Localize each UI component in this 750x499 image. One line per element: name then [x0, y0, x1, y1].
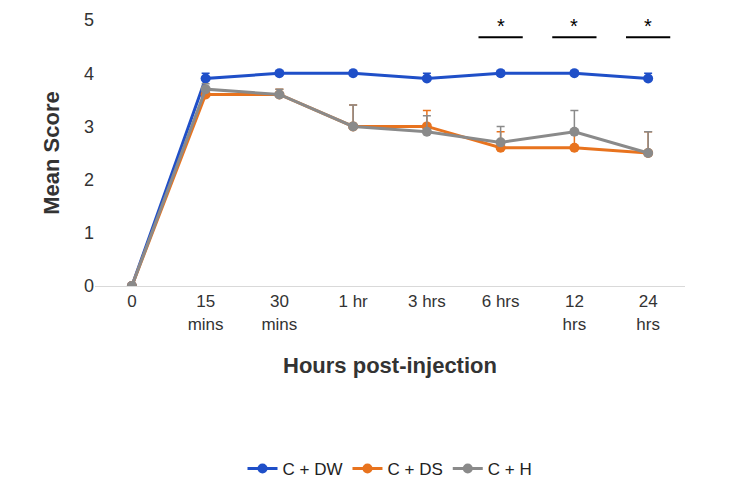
svg-text:C + DW: C + DW — [283, 460, 343, 479]
svg-text:6 hrs: 6 hrs — [482, 292, 520, 311]
svg-text:*: * — [644, 15, 652, 37]
svg-text:Mean Score: Mean Score — [39, 91, 64, 215]
svg-text:4: 4 — [84, 63, 94, 83]
svg-text:*: * — [497, 15, 505, 37]
svg-text:30mins: 30mins — [261, 292, 297, 333]
svg-text:C + H: C + H — [488, 460, 532, 479]
svg-text:3 hrs: 3 hrs — [408, 292, 446, 311]
svg-text:Hours post-injection: Hours post-injection — [283, 353, 497, 378]
svg-text:1 hr: 1 hr — [338, 292, 368, 311]
svg-text:12hrs: 12hrs — [563, 292, 587, 333]
svg-text:24hrs: 24hrs — [636, 292, 660, 333]
svg-text:1: 1 — [84, 223, 94, 243]
svg-text:5: 5 — [84, 10, 94, 30]
svg-text:0: 0 — [127, 292, 136, 311]
svg-text:2: 2 — [84, 170, 94, 190]
svg-text:*: * — [570, 15, 578, 37]
svg-text:C + DS: C + DS — [387, 460, 442, 479]
svg-text:3: 3 — [84, 117, 94, 137]
svg-text:0: 0 — [84, 276, 94, 296]
svg-text:15mins: 15mins — [188, 292, 224, 333]
